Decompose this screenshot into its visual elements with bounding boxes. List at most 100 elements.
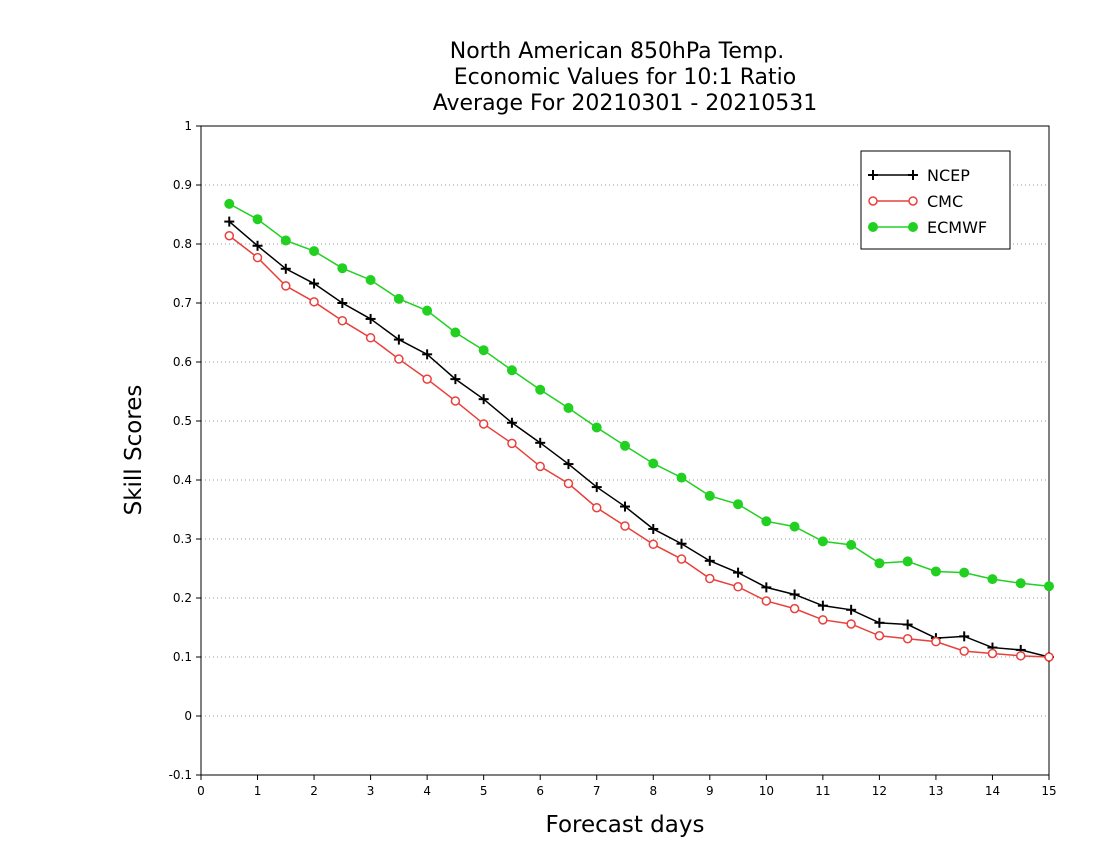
point-ecmwf-5 xyxy=(365,274,376,285)
point-cmc-19 xyxy=(761,596,772,606)
point-ecmwf-7 xyxy=(422,305,433,316)
title-line-1: North American 850hPa Temp. xyxy=(450,39,785,64)
x-tick-label-12: 12 xyxy=(872,784,887,798)
x-tick-label-8: 8 xyxy=(649,784,657,798)
legend-marker-left-ncep xyxy=(868,170,878,180)
point-cmc-14 xyxy=(620,521,630,531)
point-ecmwf-13 xyxy=(591,422,602,433)
point-cmc-24 xyxy=(902,633,913,644)
point-cmc-17 xyxy=(705,573,715,584)
point-ecmwf-15 xyxy=(648,458,659,469)
point-ncep-20 xyxy=(789,589,800,600)
legend-marker-right-ecmwf xyxy=(908,222,918,232)
point-ncep-13 xyxy=(591,482,602,493)
point-ecmwf-6 xyxy=(393,293,404,304)
point-ecmwf-26 xyxy=(959,567,970,578)
point-ecmwf-0 xyxy=(224,198,235,209)
point-cmc-12 xyxy=(563,478,574,489)
point-ncep-24 xyxy=(902,619,913,630)
x-tick-label-6: 6 xyxy=(536,784,544,798)
point-ncep-19 xyxy=(761,582,772,593)
point-ecmwf-22 xyxy=(846,539,857,550)
point-ncep-22 xyxy=(846,604,857,615)
point-ncep-5 xyxy=(365,313,376,324)
point-cmc-20 xyxy=(789,603,800,614)
point-cmc-29 xyxy=(1044,652,1054,662)
point-ecmwf-2 xyxy=(280,235,291,246)
legend-item-ncep: NCEP xyxy=(868,166,970,185)
point-ncep-26 xyxy=(959,631,970,642)
point-cmc-15 xyxy=(648,539,659,550)
point-ncep-4 xyxy=(337,298,348,308)
point-ncep-10 xyxy=(506,417,517,428)
point-ecmwf-21 xyxy=(817,536,828,547)
series-ncep xyxy=(224,216,1054,662)
point-ecmwf-3 xyxy=(309,246,320,257)
point-ncep-6 xyxy=(393,334,404,345)
plot-area-frame xyxy=(200,125,1050,776)
point-cmc-5 xyxy=(365,333,376,343)
x-tick-label-14: 14 xyxy=(985,784,1000,798)
x-tick-label-1: 1 xyxy=(254,784,262,798)
point-cmc-10 xyxy=(507,438,517,449)
series-line-ncep xyxy=(228,221,1050,658)
point-ecmwf-8 xyxy=(450,327,461,338)
point-ncep-3 xyxy=(309,278,320,289)
point-cmc-2 xyxy=(281,281,291,291)
point-cmc-18 xyxy=(733,582,743,592)
series-layer xyxy=(224,198,1054,662)
legend-item-cmc: CMC xyxy=(868,192,963,211)
gridlines xyxy=(201,184,1049,717)
point-ecmwf-19 xyxy=(761,516,772,527)
point-ecmwf-20 xyxy=(789,521,800,532)
legend-box xyxy=(860,150,1011,250)
chart-title: North American 850hPa Temp. Economic Val… xyxy=(433,39,818,116)
series-line-cmc xyxy=(228,235,1050,658)
axes: -0.100.10.20.30.40.50.60.70.80.910 1 2 3 4 5 6… xyxy=(169,119,1057,798)
point-ecmwf-17 xyxy=(704,490,715,501)
point-ncep-17 xyxy=(704,555,715,566)
legend-items: NCEP CMC ECMWF xyxy=(868,166,987,237)
point-ecmwf-14 xyxy=(620,440,630,451)
x-tick-label-13: 13 xyxy=(928,784,943,798)
legend-label-ncep: NCEP xyxy=(927,166,970,185)
point-ecmwf-18 xyxy=(733,499,744,510)
y-tick-label-4: 0.3 xyxy=(173,532,192,546)
x-tick-label-7: 7 xyxy=(593,784,601,798)
legend-marker-left-cmc xyxy=(868,196,878,206)
point-cmc-0 xyxy=(224,230,235,241)
point-cmc-3 xyxy=(309,297,319,307)
point-ncep-2 xyxy=(280,263,291,274)
x-tick-label-11: 11 xyxy=(815,784,830,798)
point-cmc-6 xyxy=(394,354,404,364)
x-tick-label-5: 5 xyxy=(480,784,488,798)
point-cmc-26 xyxy=(959,646,969,656)
point-ecmwf-29 xyxy=(1044,581,1054,592)
point-ncep-12 xyxy=(563,459,574,470)
x-tick-label-10: 10 xyxy=(759,784,774,798)
point-ncep-0 xyxy=(224,216,235,227)
point-ncep-23 xyxy=(874,617,885,628)
point-ncep-9 xyxy=(478,394,489,405)
x-tick-label-3: 3 xyxy=(367,784,375,798)
point-ecmwf-9 xyxy=(478,345,489,356)
point-ecmwf-23 xyxy=(874,558,885,569)
y-tick-label-3: 0.2 xyxy=(173,591,192,605)
legend-label-cmc: CMC xyxy=(927,192,963,211)
legend-marker-right-ncep xyxy=(908,170,918,180)
point-ncep-14 xyxy=(620,501,630,512)
y-tick-label-6: 0.5 xyxy=(173,414,192,428)
x-tick-label-2: 2 xyxy=(310,784,318,798)
point-cmc-11 xyxy=(535,461,545,472)
series-line-ecmwf xyxy=(228,203,1050,587)
point-ecmwf-28 xyxy=(1015,578,1026,589)
y-tick-label-1: 0 xyxy=(184,709,192,723)
point-ecmwf-12 xyxy=(563,403,574,414)
y-tick-label-7: 0.6 xyxy=(173,355,192,369)
point-cmc-16 xyxy=(676,554,687,564)
y-tick-label-8: 0.7 xyxy=(173,296,192,310)
point-cmc-8 xyxy=(450,396,461,406)
x-axis-label: Forecast days xyxy=(546,812,705,838)
point-cmc-22 xyxy=(846,619,856,629)
